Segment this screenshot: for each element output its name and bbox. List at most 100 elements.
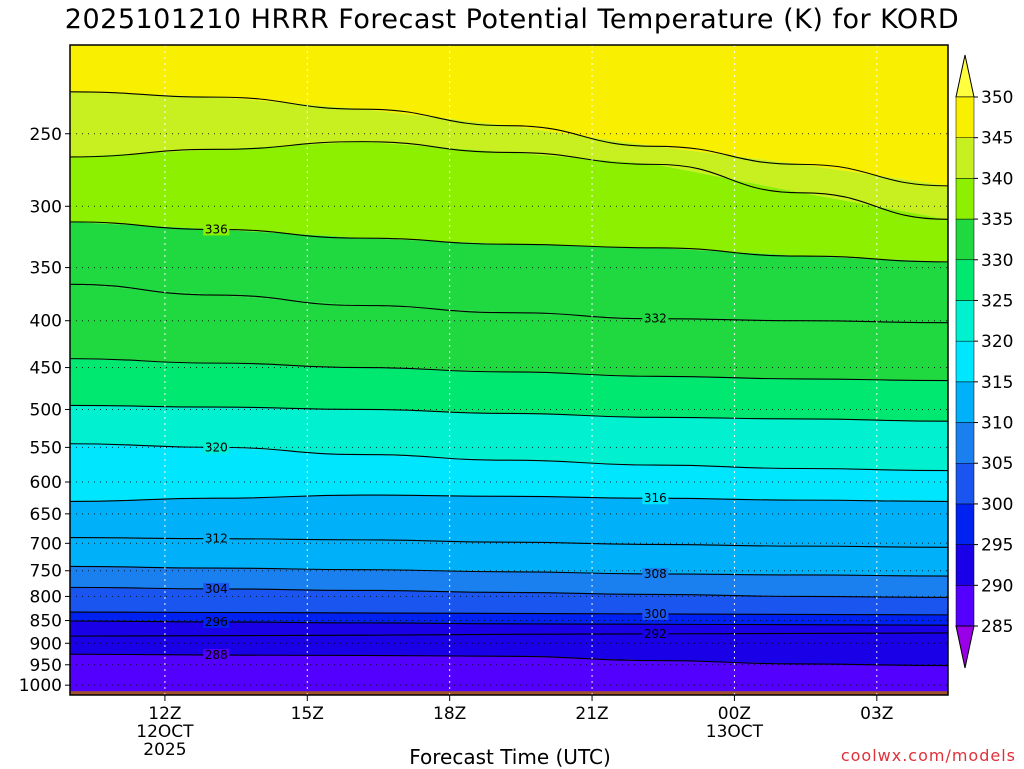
colorbar-label: 350 [981, 88, 1013, 108]
colorbar-label: 310 [981, 414, 1013, 434]
contour-label: 288 [205, 648, 228, 662]
fill-band [70, 358, 948, 422]
surface-terrain [70, 691, 948, 695]
fill-band [70, 221, 948, 323]
colorbar-label: 330 [981, 251, 1013, 271]
contour-line [70, 494, 948, 502]
colorbar-segment [955, 259, 975, 301]
y-tick-label: 650 [30, 505, 62, 525]
fill-band [70, 566, 948, 598]
contour-label-bg [642, 492, 669, 505]
contour-line [70, 358, 948, 382]
x-tick-label: 00Z [718, 704, 751, 724]
y-tick-label: 450 [30, 359, 62, 379]
contour-line [70, 632, 948, 637]
x-tick-label: 12Z [148, 704, 181, 724]
contour-label-bg [203, 532, 230, 545]
contour-line [70, 565, 948, 577]
contour-label: 336 [205, 222, 228, 236]
contour-label-bg [642, 627, 669, 640]
chart-title: 2025101210 HRRR Forecast Potential Tempe… [64, 4, 960, 35]
y-tick-label: 750 [30, 562, 62, 582]
fill-band [70, 91, 948, 220]
colorbar-segment [955, 381, 975, 423]
y-tick-label: 900 [30, 634, 62, 654]
colorbar-label: 345 [981, 129, 1013, 149]
colorbar-segment [955, 422, 975, 464]
colorbar-segment [955, 340, 975, 383]
x-tick-year: 2025 [143, 740, 186, 760]
colorbar: 285 290 295 300 305 310 315 320 325 330 335 340 345 3… [955, 54, 1013, 669]
colorbar-label: 285 [981, 617, 1013, 637]
colorbar-segment [955, 96, 975, 138]
y-tick-label: 950 [30, 656, 62, 676]
colorbar-segment [955, 585, 975, 627]
colorbar-segment [955, 178, 975, 220]
y-tick-label: 350 [30, 259, 62, 279]
contour-label-bg [203, 441, 230, 454]
colorbar-segment [955, 137, 975, 179]
contour-label: 312 [205, 532, 228, 546]
grid-lines [70, 45, 948, 695]
y-tick-label: 600 [30, 473, 62, 493]
contour-label-bg [642, 312, 669, 325]
contour-label-bg [203, 582, 230, 595]
colorbar-segment [955, 544, 975, 586]
x-tick-date: 12OCT [136, 722, 194, 742]
fill-band [70, 45, 948, 186]
fill-band [70, 587, 948, 615]
y-axis: 2503003504004505005506006507007508008509… [19, 125, 70, 696]
colorbar-segment [955, 462, 975, 505]
colorbar-label: 325 [981, 291, 1013, 311]
fill-band [70, 405, 948, 471]
x-tick-label: 21Z [575, 704, 608, 724]
y-tick-label: 500 [30, 400, 62, 420]
potential-temperature-field [70, 45, 948, 695]
contour-label: 316 [644, 491, 667, 505]
y-tick-label: 850 [30, 612, 62, 632]
colorbar-segment [955, 300, 975, 342]
contour-label: 304 [205, 582, 228, 596]
contour-label: 296 [205, 615, 228, 629]
plot-frame [69, 44, 949, 696]
fill-band [70, 632, 948, 666]
contour-label-bg [203, 649, 230, 662]
y-tick-label: 1000 [19, 676, 62, 696]
fill-band [70, 495, 948, 548]
colorbar-label: 300 [981, 495, 1013, 515]
colorbar-segment [955, 218, 975, 261]
contour-lines: 288 292 296 300 304 308 312 316 320 332 336 [70, 91, 948, 667]
contour-label-bg [203, 223, 230, 236]
y-tick-label: 250 [30, 125, 62, 145]
credit-link[interactable]: coolwx.com/models [840, 746, 1016, 765]
fill-band [70, 141, 948, 262]
contour-line [70, 91, 948, 187]
contour-label: 308 [644, 567, 667, 581]
contour-label: 300 [644, 607, 667, 621]
colorbar-label: 320 [981, 332, 1013, 352]
y-tick-label: 400 [30, 312, 62, 332]
colorbar-label: 295 [981, 536, 1013, 556]
x-axis-label: Forecast Time (UTC) [409, 745, 611, 769]
y-tick-label: 300 [30, 197, 62, 217]
fill-band [70, 537, 948, 577]
contour-label-bg [642, 567, 669, 580]
fill-band [70, 654, 948, 695]
contour-label: 332 [644, 312, 667, 326]
contour-line [70, 611, 948, 616]
contour-label-bg [203, 615, 230, 628]
colorbar-top-arrow [955, 54, 975, 98]
contour-label: 320 [205, 440, 228, 454]
colorbar-label: 315 [981, 373, 1013, 393]
contour-line [70, 404, 948, 422]
y-tick-label: 550 [30, 438, 62, 458]
y-tick-label: 800 [30, 587, 62, 607]
colorbar-label: 335 [981, 210, 1013, 230]
x-tick-label: 03Z [860, 704, 893, 724]
x-tick-label: 15Z [291, 704, 324, 724]
colorbar-segment [955, 503, 975, 545]
colorbar-label: 340 [981, 169, 1013, 189]
colorbar-bottom-arrow [955, 625, 975, 669]
